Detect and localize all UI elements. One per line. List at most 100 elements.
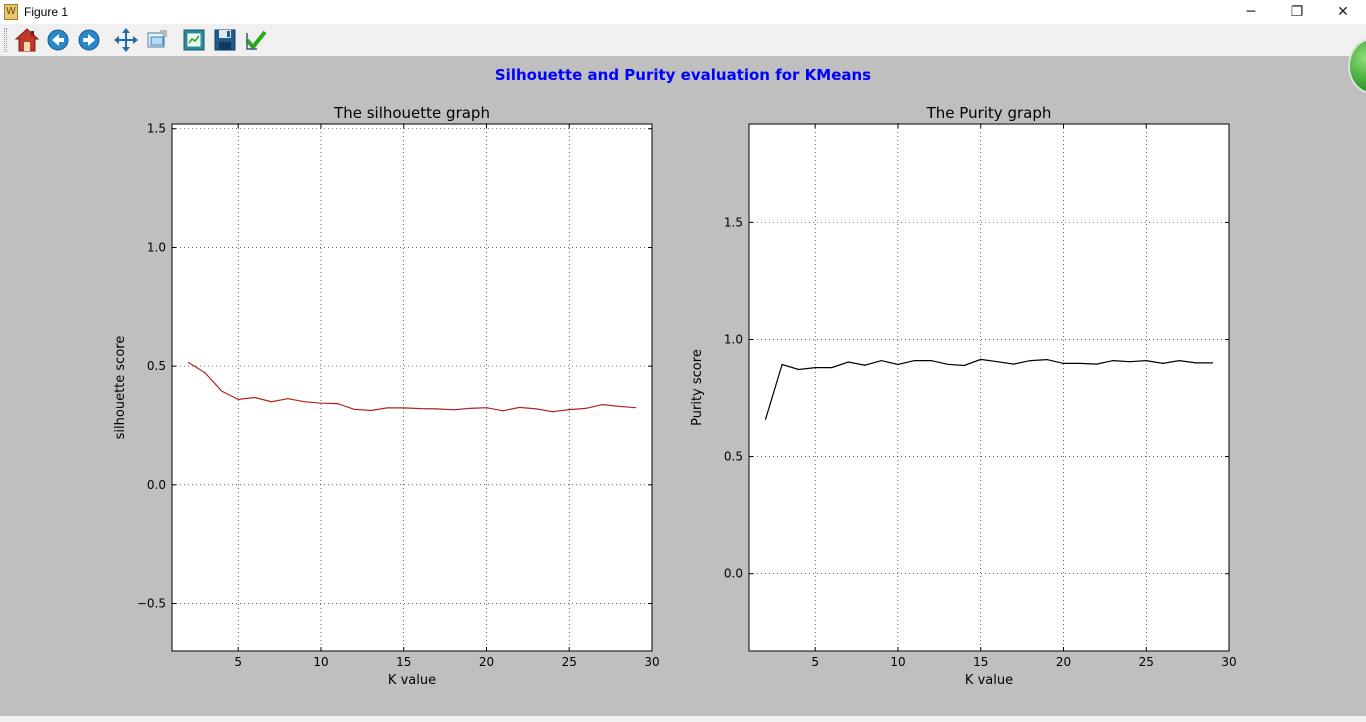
data-point (353, 408, 355, 410)
restore-button[interactable]: ❐ (1290, 4, 1304, 20)
zoom-button[interactable] (143, 26, 171, 54)
check-icon (244, 30, 267, 51)
data-point (1145, 359, 1147, 362)
x-tick-label: 30 (1221, 655, 1236, 669)
data-point (1079, 362, 1081, 364)
x-tick-label: 25 (562, 655, 577, 669)
chart-title: The silhouette graph (333, 104, 490, 122)
figure-title: Silhouette and Purity evaluation for KMe… (494, 66, 872, 84)
data-point (618, 405, 620, 407)
data-point (502, 410, 504, 412)
data-point (552, 411, 554, 413)
edit-parameters-button[interactable] (242, 26, 270, 54)
zoom-rect-icon (147, 30, 166, 48)
plot-area (749, 124, 1229, 651)
y-tick-label: 0.0 (724, 567, 743, 581)
data-point (897, 363, 899, 366)
plot-frame (171, 123, 653, 652)
subplots-button[interactable] (180, 26, 208, 54)
home-button[interactable] (13, 26, 41, 54)
close-button[interactable]: ✕ (1337, 4, 1349, 20)
data-point (403, 407, 405, 409)
minimize-button[interactable]: ─ (1246, 4, 1256, 20)
x-tick-label: 30 (644, 655, 659, 669)
data-point (1211, 362, 1214, 364)
data-point (947, 363, 949, 365)
plot-area (172, 124, 652, 651)
toolbar-grip[interactable] (4, 28, 7, 52)
y-tick-label: 1.0 (724, 332, 743, 346)
x-tick-label: 15 (973, 655, 988, 669)
x-axis-label: K value (965, 673, 1013, 688)
data-point (237, 398, 239, 400)
data-point (831, 366, 833, 369)
data-point (535, 408, 537, 410)
data-point (336, 403, 339, 405)
data-point (980, 358, 982, 360)
status-bar (0, 716, 1366, 722)
data-point (1162, 362, 1164, 364)
data-point (1029, 359, 1031, 362)
data-point (254, 396, 256, 399)
y-axis-label: silhouette score (113, 336, 128, 440)
y-tick-label: 0.5 (147, 359, 166, 373)
y-axis-label: Purity score (690, 349, 705, 426)
y-tick-label: −0.5 (137, 597, 166, 611)
pan-button[interactable] (112, 26, 140, 54)
data-point (469, 407, 471, 409)
app-logo-icon: W (4, 4, 18, 20)
data-point (386, 407, 388, 409)
data-point (419, 408, 421, 410)
data-point (814, 366, 816, 369)
x-tick-label: 5 (234, 655, 242, 669)
data-point (585, 407, 587, 409)
chart-title: The Purity graph (926, 104, 1052, 122)
data-point (781, 363, 783, 366)
save-button[interactable] (211, 26, 239, 54)
data-point (847, 361, 849, 363)
x-tick-label: 10 (313, 655, 328, 669)
data-point (996, 361, 998, 363)
data-point (963, 364, 965, 367)
x-tick-label: 20 (1056, 655, 1071, 669)
pan-move-icon (113, 28, 138, 52)
data-point (436, 408, 438, 410)
window-controls: ─ ❐ ✕ (1228, 0, 1366, 24)
data-point (601, 403, 603, 406)
data-point (518, 406, 521, 409)
data-point (1013, 363, 1015, 365)
data-point (1095, 363, 1098, 365)
data-point (485, 407, 488, 409)
data-point (221, 390, 223, 392)
data-point (798, 368, 800, 371)
back-arrow-icon (47, 29, 68, 51)
data-point (204, 372, 206, 374)
data-point (1195, 362, 1197, 364)
data-point (568, 408, 570, 411)
x-tick-label: 10 (890, 655, 905, 669)
data-point (864, 364, 866, 366)
y-tick-label: 1.5 (147, 122, 166, 136)
plot-frame (748, 123, 1230, 652)
subplots-config-icon (183, 29, 204, 51)
data-point (1129, 361, 1131, 363)
window-title: Figure 1 (24, 5, 69, 19)
window-titlebar: W Figure 1 ─ ❐ ✕ (0, 0, 1366, 24)
data-point (187, 361, 190, 364)
forward-button[interactable] (75, 26, 103, 54)
back-button[interactable] (44, 26, 72, 54)
data-point (1062, 362, 1065, 364)
x-tick-label: 15 (396, 655, 411, 669)
data-point (634, 407, 637, 409)
data-point (930, 359, 932, 362)
save-floppy-icon (214, 29, 235, 51)
forward-arrow-icon (78, 29, 99, 51)
x-tick-label: 25 (1139, 655, 1154, 669)
data-point (1046, 359, 1048, 361)
data-point (880, 359, 883, 362)
y-tick-label: 0.0 (147, 478, 166, 492)
x-tick-label: 5 (811, 655, 819, 669)
data-point (270, 401, 272, 403)
series-line (765, 358, 1213, 420)
